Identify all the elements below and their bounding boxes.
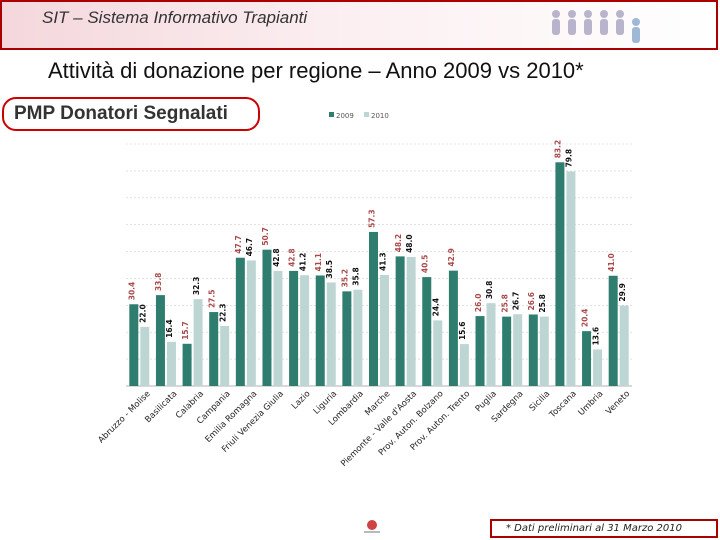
category-label: Umbria [577,389,606,418]
data-label-2009: 26.6 [527,292,536,311]
data-label-2009: 42.9 [447,248,456,267]
data-label-2009: 27.5 [208,290,217,309]
data-label-2009: 48.2 [394,234,403,253]
bar-2010 [619,305,629,386]
bar-2010 [300,275,310,386]
category-label: Sicilia [528,389,553,414]
subtitle-box: PMP Donatori Segnalati [2,97,260,131]
bar-2009 [315,275,325,386]
header-bar: SIT – Sistema Informativo Trapianti [0,0,718,50]
bar-2010 [566,171,576,386]
data-label-2009: 30.4 [128,282,137,301]
legend-label-2009: 2009 [336,112,354,120]
bar-2009 [555,162,565,386]
data-label-2009: 25.8 [500,294,509,313]
data-label-2010: 42.8 [272,248,281,267]
data-label-2009: 15.7 [181,321,190,340]
bottom-logo-icon [360,518,384,538]
data-label-2009: 57.3 [367,209,376,228]
data-label-2009: 26.0 [474,294,483,313]
data-label-2010: 30.8 [485,281,494,300]
data-label-2010: 41.2 [298,253,307,272]
category-label: Veneto [604,389,632,417]
data-label-2010: 32.3 [192,277,201,296]
data-label-2010: 24.4 [432,298,441,317]
data-label-2009: 47.7 [234,235,243,254]
bar-2009 [608,275,618,386]
bar-2009 [209,312,219,386]
footnote: * Dati preliminari al 31 Marzo 2010 [490,519,718,538]
data-label-2009: 41.0 [607,253,616,272]
data-label-2009: 41.1 [314,253,323,272]
bar-2010 [220,326,230,386]
bar-2010 [353,289,363,386]
bar-2010 [140,326,150,386]
bar-2010 [513,314,523,386]
bar-2009 [475,316,485,386]
data-label-2009: 50.7 [261,227,270,246]
legend-swatch-2009 [329,112,334,117]
data-label-2009: 33.8 [154,273,163,292]
bar-2010 [406,256,416,386]
bar-2010 [486,303,496,386]
data-label-2010: 13.6 [591,327,600,346]
bar-2009 [262,249,272,386]
bar-2009 [155,295,165,386]
bar-2009 [395,256,405,386]
data-label-2010: 16.4 [165,319,174,338]
bar-2009 [182,343,192,386]
bar-2010 [166,341,176,386]
data-label-2010: 22.3 [219,304,228,323]
data-label-2010: 48.0 [405,234,414,253]
data-label-2010: 38.5 [325,260,334,279]
bar-2010 [380,274,389,386]
category-label: Puglia [474,389,499,414]
data-label-2010: 26.7 [511,292,520,311]
people-logo-icon [552,10,640,43]
bar-2009 [289,270,299,386]
legend-label-2010: 2010 [371,112,389,120]
bar-2009 [369,231,378,386]
bar-2009 [448,270,458,386]
bar-2010 [459,344,469,386]
chart-subtitle: PMP Donatori Segnalati [14,103,228,124]
bar-2010 [273,270,283,386]
category-label: Toscana [547,389,579,421]
data-label-2010: 22.0 [139,304,148,323]
data-label-2009: 40.5 [421,255,430,274]
bar-2009 [502,316,512,386]
data-label-2010: 25.8 [538,294,547,313]
data-label-2009: 83.2 [554,140,563,159]
data-label-2010: 41.3 [378,252,387,271]
data-label-2010: 35.8 [352,267,361,286]
data-label-2009: 42.8 [287,248,296,267]
data-label-2010: 29.9 [618,283,627,302]
bar-2010 [326,282,336,386]
data-label-2010: 46.7 [245,238,254,257]
bar-2010 [539,316,549,386]
bar-2010 [593,349,603,386]
legend-swatch-2010 [364,112,369,117]
bar-2009 [342,291,352,386]
data-label-2010: 15.6 [458,322,467,341]
bar-2009 [422,277,432,386]
data-label-2010: 79.8 [565,149,574,168]
bar-2009 [582,331,592,386]
bar-2009 [528,314,538,386]
bar-2010 [246,260,256,386]
main-title: Attività di donazione per regione – Anno… [48,58,584,83]
category-label: Lazio [290,389,313,412]
bar-2009 [129,304,139,386]
bar-2010 [193,299,203,386]
data-label-2009: 20.4 [580,309,589,328]
data-label-2009: 35.2 [341,269,350,288]
bar-2010 [433,320,443,386]
header-title: SIT – Sistema Informativo Trapianti [42,8,308,27]
bar-2009 [235,257,245,386]
